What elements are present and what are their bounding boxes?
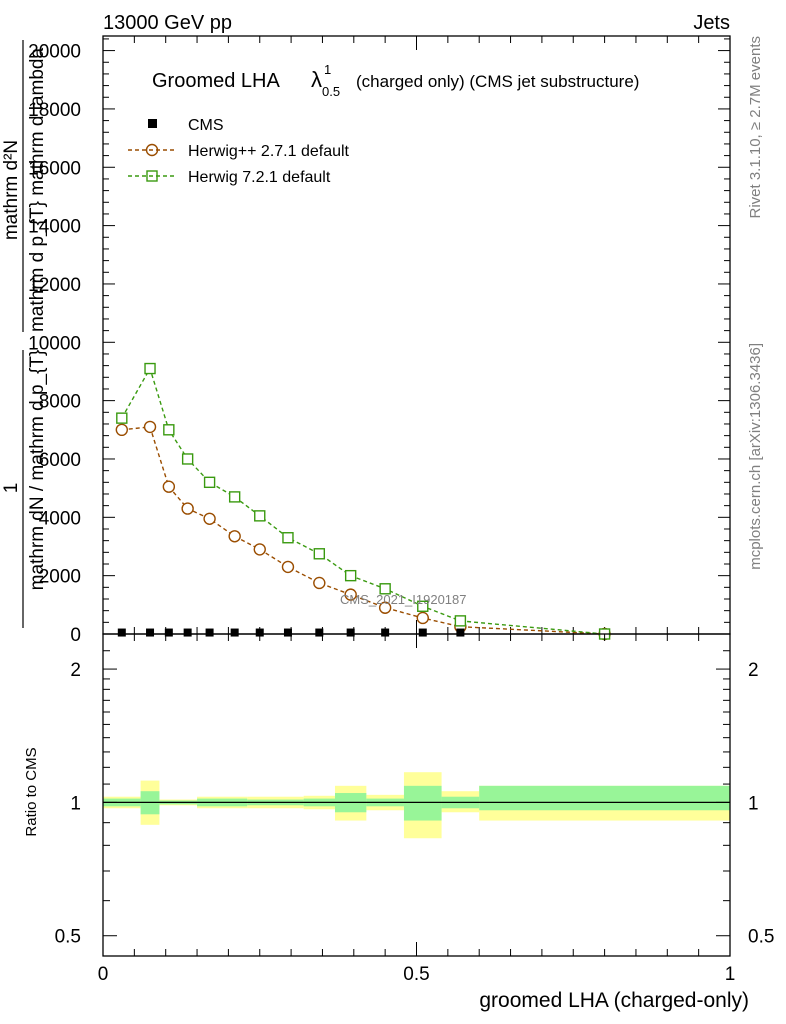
ratio-xtick-label: 0 [98, 964, 109, 985]
herwigpp-point [416, 611, 429, 625]
mcplots-label: mcplots.cern.ch [arXiv:1306.3436] [747, 343, 764, 570]
ratio-band-inner [403, 785, 442, 821]
ratio-ytick-label: 2 [70, 660, 81, 681]
cms-point [315, 628, 324, 637]
legend-cms-label: CMS [188, 117, 224, 134]
title-rest: (charged only) (CMS jet substructure) [356, 72, 639, 91]
main-ytick-label: 6000 [39, 450, 81, 471]
legend-herwigpp-marker [145, 143, 159, 157]
legend-herwig7-label: Herwig 7.2.1 default [188, 169, 331, 186]
cms-point [381, 628, 390, 637]
herwig7-point [163, 424, 175, 436]
herwigpp-point [281, 560, 295, 574]
ratio-ytick-label-right: 1 [748, 793, 759, 814]
herwigpp-point [344, 588, 357, 601]
legend-cms-marker [148, 119, 157, 128]
main-ytick-label: 12000 [28, 275, 81, 296]
main-ytick-label: 16000 [28, 158, 81, 179]
main-panel: 0 2000 4000 6000 8000 10000 12000 14000 16000 180… [28, 35, 731, 646]
ylabel-one: 1 [1, 483, 22, 494]
herwigpp-point [228, 530, 241, 543]
header-right: Jets [693, 12, 730, 34]
ratio-ytick-label: 1 [70, 793, 81, 814]
cms-point [255, 628, 264, 637]
cms-point [164, 628, 173, 637]
ratio-ytick-label: 0.5 [55, 927, 81, 948]
ratio-panel: 0.5 0.5 1 1 2 2 0 0.5 1 [55, 633, 774, 985]
herwigpp-point [181, 502, 194, 515]
ratio-ytick-label-right: 2 [748, 660, 759, 681]
main-ytick-label: 4000 [39, 508, 81, 529]
main-y-label: mathrm d²N mathrm d p_{T} mathrm d lambd… [1, 40, 48, 628]
header-left: 13000 GeV pp [103, 12, 232, 34]
cms-point [418, 628, 427, 637]
herwig7-point [228, 491, 241, 503]
herwig7-point [379, 583, 391, 595]
ylabel-top-den: mathrm d p_{T} mathrm d lambda [27, 48, 48, 332]
ratio-xtick-label: 0.5 [403, 964, 429, 985]
cms-point [283, 628, 292, 637]
herwigpp-point [115, 423, 129, 437]
cms-point [146, 628, 155, 637]
legend: CMS Herwig++ 2.7.1 default Herwig 7.2.1 … [128, 117, 350, 186]
herwigpp-point [253, 543, 266, 556]
main-ytick-label: 18000 [28, 100, 81, 121]
title-sup: 1 [324, 62, 331, 77]
title-sub: 0.5 [322, 84, 340, 99]
herwig7-point [282, 532, 294, 544]
cms-point [230, 628, 239, 637]
ratio-band-inner [479, 785, 730, 811]
cms-point [183, 628, 192, 637]
rivet-label: Rivet 3.1.10, ≥ 2.7M events [747, 36, 764, 219]
title-lambda: λ [311, 67, 322, 92]
herwigpp-point [378, 601, 392, 614]
main-ytick-label: 20000 [28, 42, 81, 63]
cms-point [456, 628, 465, 637]
ratio-ytick-label-right: 0.5 [748, 927, 774, 948]
herwig7-point [313, 548, 326, 560]
legend-herwig7-marker [146, 170, 158, 182]
herwig7-point [454, 615, 467, 627]
ylabel-top-num: mathrm d²N [1, 140, 22, 240]
cms-point [346, 628, 355, 637]
ratio-xtick-label: 1 [725, 964, 736, 985]
title-main: Groomed LHA [152, 70, 280, 92]
herwig7-point [203, 476, 216, 489]
ratio-y-label: Ratio to CMS [23, 747, 40, 836]
main-ytick-label: 14000 [28, 217, 81, 238]
plot-title: Groomed LHA λ 1 0.5 (charged only) (CMS … [152, 62, 639, 99]
herwigpp-series-line [121, 426, 605, 635]
herwigpp-point [162, 480, 176, 493]
main-ytick-label: 10000 [28, 333, 81, 354]
cms-point [205, 628, 214, 637]
herwig7-point [417, 600, 429, 612]
main-ytick-label: 2000 [39, 567, 81, 588]
herwigpp-point [313, 576, 326, 590]
watermark: CMS_2021_I1920187 [340, 592, 467, 607]
herwig7-point [254, 510, 266, 522]
herwigpp-point [143, 420, 157, 434]
main-ytick-label: 8000 [39, 392, 81, 413]
herwig7-point [116, 412, 128, 424]
herwig7-point [344, 569, 357, 582]
herwig7-point [144, 362, 156, 375]
main-ytick-label: 0 [70, 625, 81, 646]
herwigpp-point [203, 512, 216, 525]
cms-point [117, 628, 126, 637]
legend-herwigpp-label: Herwig++ 2.7.1 default [188, 143, 350, 160]
x-axis-label: groomed LHA (charged-only) [479, 989, 749, 1012]
herwig7-point [181, 453, 194, 465]
ylabel-bottom: mathrm dN / mathrm d p_{T} [27, 350, 48, 591]
